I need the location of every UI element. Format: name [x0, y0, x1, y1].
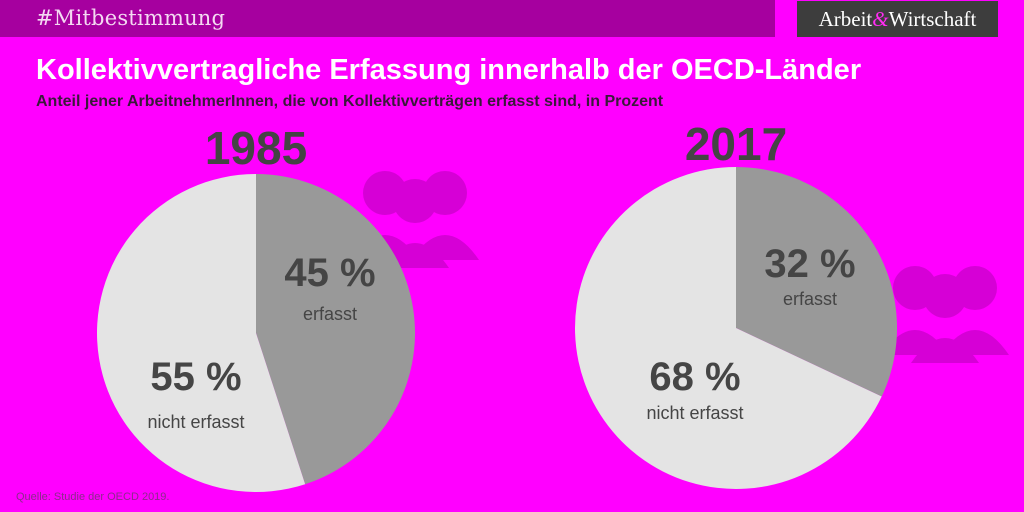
- chart-subtitle: Anteil jener ArbeitnehmerInnen, die von …: [36, 93, 664, 110]
- brand-logo[interactable]: Arbeit&Wirtschaft: [797, 1, 998, 37]
- source-note: Quelle: Studie der OECD 2019.: [16, 491, 170, 503]
- chart-title: Kollektivvertragliche Erfassung innerhal…: [36, 54, 862, 86]
- pie-year-title: 2017: [685, 118, 787, 170]
- header-bar: [0, 0, 775, 37]
- person-head: [923, 274, 967, 318]
- pie-slice-2017-covered: [736, 167, 898, 397]
- slice-category-label: erfasst: [783, 289, 837, 309]
- pie-year-title: 1985: [205, 122, 307, 174]
- slice-category-label: nicht erfasst: [147, 412, 244, 432]
- decoration-layer: [351, 171, 1009, 363]
- logo-text-left: Arbeit: [818, 7, 873, 31]
- people-icon: [881, 266, 1009, 363]
- slice-percent-label: 32 %: [764, 242, 855, 286]
- slice-percent-label: 55 %: [150, 355, 241, 399]
- hashtag: #Mitbestimmung: [36, 6, 226, 30]
- pie-slice-1985-not-covered: [97, 174, 306, 493]
- person-head: [393, 179, 437, 223]
- slice-percent-label: 45 %: [284, 251, 375, 295]
- logo-ampersand: &: [872, 7, 889, 31]
- logo-text-right: Wirtschaft: [888, 7, 977, 31]
- slice-category-label: nicht erfasst: [646, 403, 743, 423]
- person-body: [911, 338, 979, 363]
- pie-slice-1985-covered: [256, 174, 416, 485]
- slice-category-label: erfasst: [303, 304, 357, 324]
- slice-percent-label: 68 %: [649, 355, 740, 399]
- pies-layer: 1985 45 % erfasst 55 % nicht erfasst 2017 32 %…: [97, 118, 898, 493]
- pie-slice-2017-not-covered: [575, 167, 882, 489]
